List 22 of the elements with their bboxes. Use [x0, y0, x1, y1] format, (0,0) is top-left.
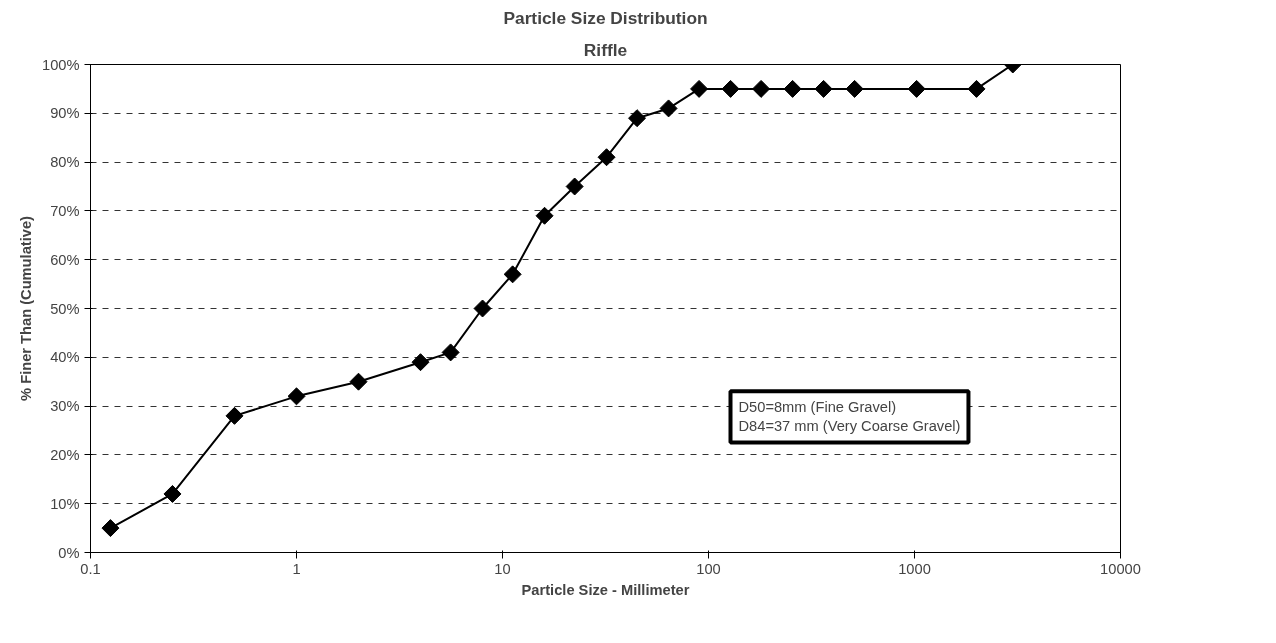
x-tick-label: 1	[292, 560, 301, 577]
x-tick-label: 100	[696, 560, 721, 577]
chart-subtitle: Riffle	[583, 39, 628, 60]
annotation: D50=8mm (Fine Gravel) D84=37 mm (Very Coarse Gravel)	[738, 399, 961, 435]
y-tick-label: 30%	[50, 398, 80, 415]
x-axis-title: Particle Size - Millimeter	[521, 581, 690, 598]
y-tick-label: 10%	[50, 495, 80, 512]
y-tick-label: 60%	[50, 251, 80, 268]
y-axis-title: % Finer Than (Cumulative)	[18, 215, 35, 401]
y-tick-label: 50%	[50, 300, 80, 317]
y-tick-label: 20%	[50, 446, 80, 463]
x-tick-label: 10	[494, 560, 511, 577]
y-tick-label: 80%	[50, 154, 80, 171]
x-tick-label: 0.1	[80, 560, 101, 577]
y-tick-label: 70%	[50, 202, 80, 219]
y-tick-label: 100%	[42, 56, 80, 73]
y-tick-label: 0%	[58, 544, 80, 561]
y-tick-label: 40%	[50, 349, 80, 366]
y-tick-label: 90%	[50, 105, 80, 122]
chart-title: Particle Size Distribution	[503, 7, 708, 28]
x-tick-label: 1000	[898, 560, 931, 577]
x-tick-label: 10000	[1100, 560, 1141, 577]
